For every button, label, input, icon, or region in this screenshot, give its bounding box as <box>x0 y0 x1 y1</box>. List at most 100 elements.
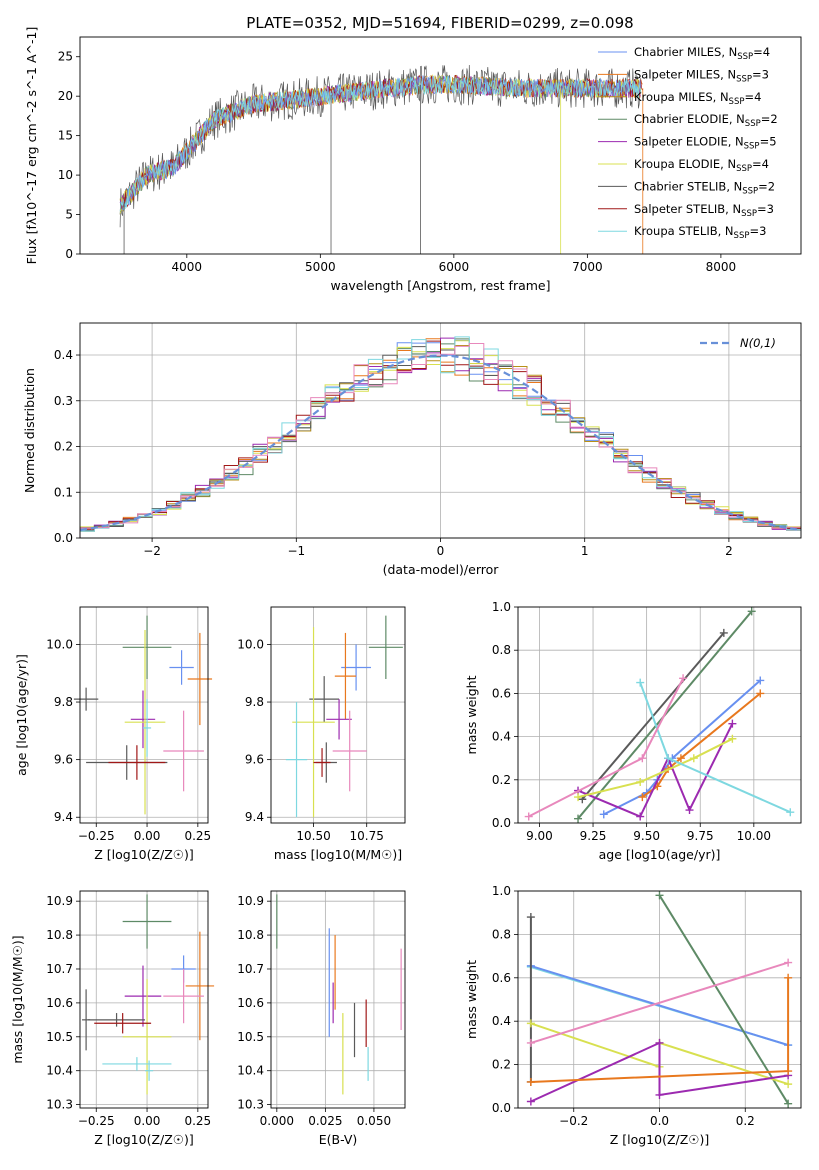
y-tick-label: 0.8 <box>492 643 511 657</box>
x-tick-label: −2 <box>143 544 161 558</box>
y-tick-label: 10 <box>58 168 73 182</box>
mass-weight-point <box>664 754 673 763</box>
axes-frame <box>517 606 802 824</box>
mw_vs_age-chart: 9.00 9.25 9.50 9.75 10.00 0.0 0.2 0.4 0.6 0.8 1.0 a… <box>464 600 802 862</box>
mass-weight-point <box>655 1038 664 1047</box>
y-tick-label: 9.6 <box>245 753 264 767</box>
axes-frame <box>79 890 209 1109</box>
mass-weight-line <box>528 677 684 818</box>
legend-label: Chabrier STELIB, NSSP=2 <box>634 179 775 196</box>
mass-weight-point <box>526 1077 535 1086</box>
histogram-step <box>79 343 801 538</box>
y-tick-label: 10.0 <box>237 637 264 651</box>
x-tick-label: 10.50 <box>296 829 330 843</box>
normal-curve <box>79 354 802 532</box>
mass-weight-point <box>679 674 688 683</box>
y-tick-label: 10.4 <box>237 1064 264 1078</box>
y-tick-label: 0.6 <box>492 971 511 985</box>
age_vs_mass-plot-area <box>285 615 403 818</box>
y-tick-label: 5 <box>65 208 73 222</box>
y-tick-label: 0.8 <box>492 927 511 941</box>
x-axis-label: Z [log10(Z/Z☉)] <box>94 847 194 862</box>
y-tick-label: 0.6 <box>492 686 511 700</box>
x-tick-label: −0.2 <box>559 1114 588 1128</box>
mass_vs_Z-plot-area <box>82 894 215 1095</box>
mass-weight-point <box>526 1019 535 1028</box>
mass-weight-point <box>719 628 728 637</box>
legend-label: Salpeter ELODIE, NSSP=5 <box>634 135 777 152</box>
y-axis-label: mass [log10(M/M☉)] <box>10 935 25 1063</box>
x-tick-label: −0.25 <box>78 1114 115 1128</box>
mass-weight-point <box>685 806 694 815</box>
mass-weight-point <box>636 777 645 786</box>
mass-weight-point <box>747 607 756 616</box>
legend-label: Chabrier ELODIE, NSSP=2 <box>634 112 778 129</box>
y-tick-label: 10.3 <box>237 1098 264 1112</box>
y-tick-label: 0.2 <box>54 440 73 454</box>
mass-weight-point <box>786 808 795 817</box>
mass-weight-point <box>784 1099 793 1108</box>
y-tick-label: 10.5 <box>237 1030 264 1044</box>
x-tick-label: 0.025 <box>308 1114 342 1128</box>
mass_vs_ebv-chart: 0.000 0.025 0.050 10.3 10.4 10.5 10.6 10.7 10.8 1… <box>237 890 406 1147</box>
y-tick-label: 10.3 <box>46 1098 73 1112</box>
x-tick-label: 7000 <box>572 260 603 274</box>
y-tick-label: 0.3 <box>54 394 73 408</box>
y-tick-label: 10.8 <box>237 928 264 942</box>
x-tick-label: 9.75 <box>687 829 714 843</box>
x-tick-label: 0 <box>437 544 445 558</box>
y-tick-label: 0.4 <box>492 1014 511 1028</box>
axes-frame <box>270 890 406 1109</box>
mass-weight-line <box>530 964 789 1047</box>
y-axis-label: mass weight <box>464 960 479 1039</box>
y-tick-label: 0.2 <box>492 773 511 787</box>
mass-weight-point <box>728 734 737 743</box>
y-tick-label: 0.0 <box>492 816 511 830</box>
y-tick-label: 10.7 <box>237 962 264 976</box>
mw_vs_Z-plot-area <box>526 891 793 1108</box>
y-tick-label: 20 <box>58 89 73 103</box>
x-tick-label: 0.000 <box>260 1114 294 1128</box>
axes-frame <box>79 322 802 539</box>
x-tick-label: 9.25 <box>580 829 607 843</box>
mw_vs_Z-chart: −0.2 0.0 0.2 0.0 0.2 0.4 0.6 0.8 1.0 Z [log10(Z/Z… <box>464 884 802 1147</box>
mass-weight-point <box>676 754 685 763</box>
y-tick-label: 0 <box>65 247 73 261</box>
axes-frame <box>79 606 209 824</box>
legend-label: Kroupa STELIB, NSSP=3 <box>634 224 766 241</box>
y-tick-label: 10.9 <box>46 894 73 908</box>
mass-weight-line <box>577 737 733 799</box>
x-tick-label: 0.25 <box>184 829 211 843</box>
mass-weight-line <box>577 723 734 818</box>
mass_vs_Z-chart: −0.25 0.00 0.25 10.3 10.4 10.5 10.6 10.7 10.8 10.… <box>10 890 215 1147</box>
x-tick-label: 10.75 <box>350 829 384 843</box>
legend-label: Kroupa MILES, NSSP=4 <box>634 90 761 107</box>
y-tick-label: 9.6 <box>54 753 73 767</box>
y-tick-label: 1.0 <box>492 884 511 898</box>
mass-weight-point <box>689 754 698 763</box>
y-tick-label: 9.8 <box>245 695 264 709</box>
y-tick-label: 10.0 <box>46 637 73 651</box>
x-tick-label: 0.2 <box>736 1114 755 1128</box>
y-tick-label: 10.6 <box>237 996 264 1010</box>
x-axis-label: Z [log10(Z/Z☉)] <box>94 1132 194 1147</box>
mass-weight-point <box>526 1038 535 1047</box>
x-tick-label: 0.00 <box>134 829 161 843</box>
mass-weight-point <box>636 812 645 821</box>
y-tick-label: 15 <box>58 129 73 143</box>
legend-label: Kroupa ELODIE, NSSP=4 <box>634 157 769 174</box>
x-tick-label: 2 <box>725 544 733 558</box>
x-tick-label: 5000 <box>305 260 336 274</box>
y-tick-label: 0.0 <box>54 531 73 545</box>
y-tick-label: 25 <box>58 50 73 64</box>
x-tick-label: −0.25 <box>78 829 115 843</box>
y-axis-label: age [log10(age/yr)] <box>14 654 29 776</box>
y-tick-label: 0.4 <box>54 348 73 362</box>
y-tick-label: 9.4 <box>54 810 73 824</box>
legend-label: Salpeter STELIB, NSSP=3 <box>634 202 774 219</box>
residuals-chart: −2 −1 0 1 2 0.0 0.1 0.2 0.3 0.4 (data-model)/error… <box>22 322 802 577</box>
legend-label: Chabrier MILES, NSSP=4 <box>634 45 770 62</box>
y-tick-label: 10.6 <box>46 996 73 1010</box>
legend-label: N(0,1) <box>740 336 776 350</box>
x-axis-label: mass [log10(M/M☉)] <box>274 847 402 862</box>
